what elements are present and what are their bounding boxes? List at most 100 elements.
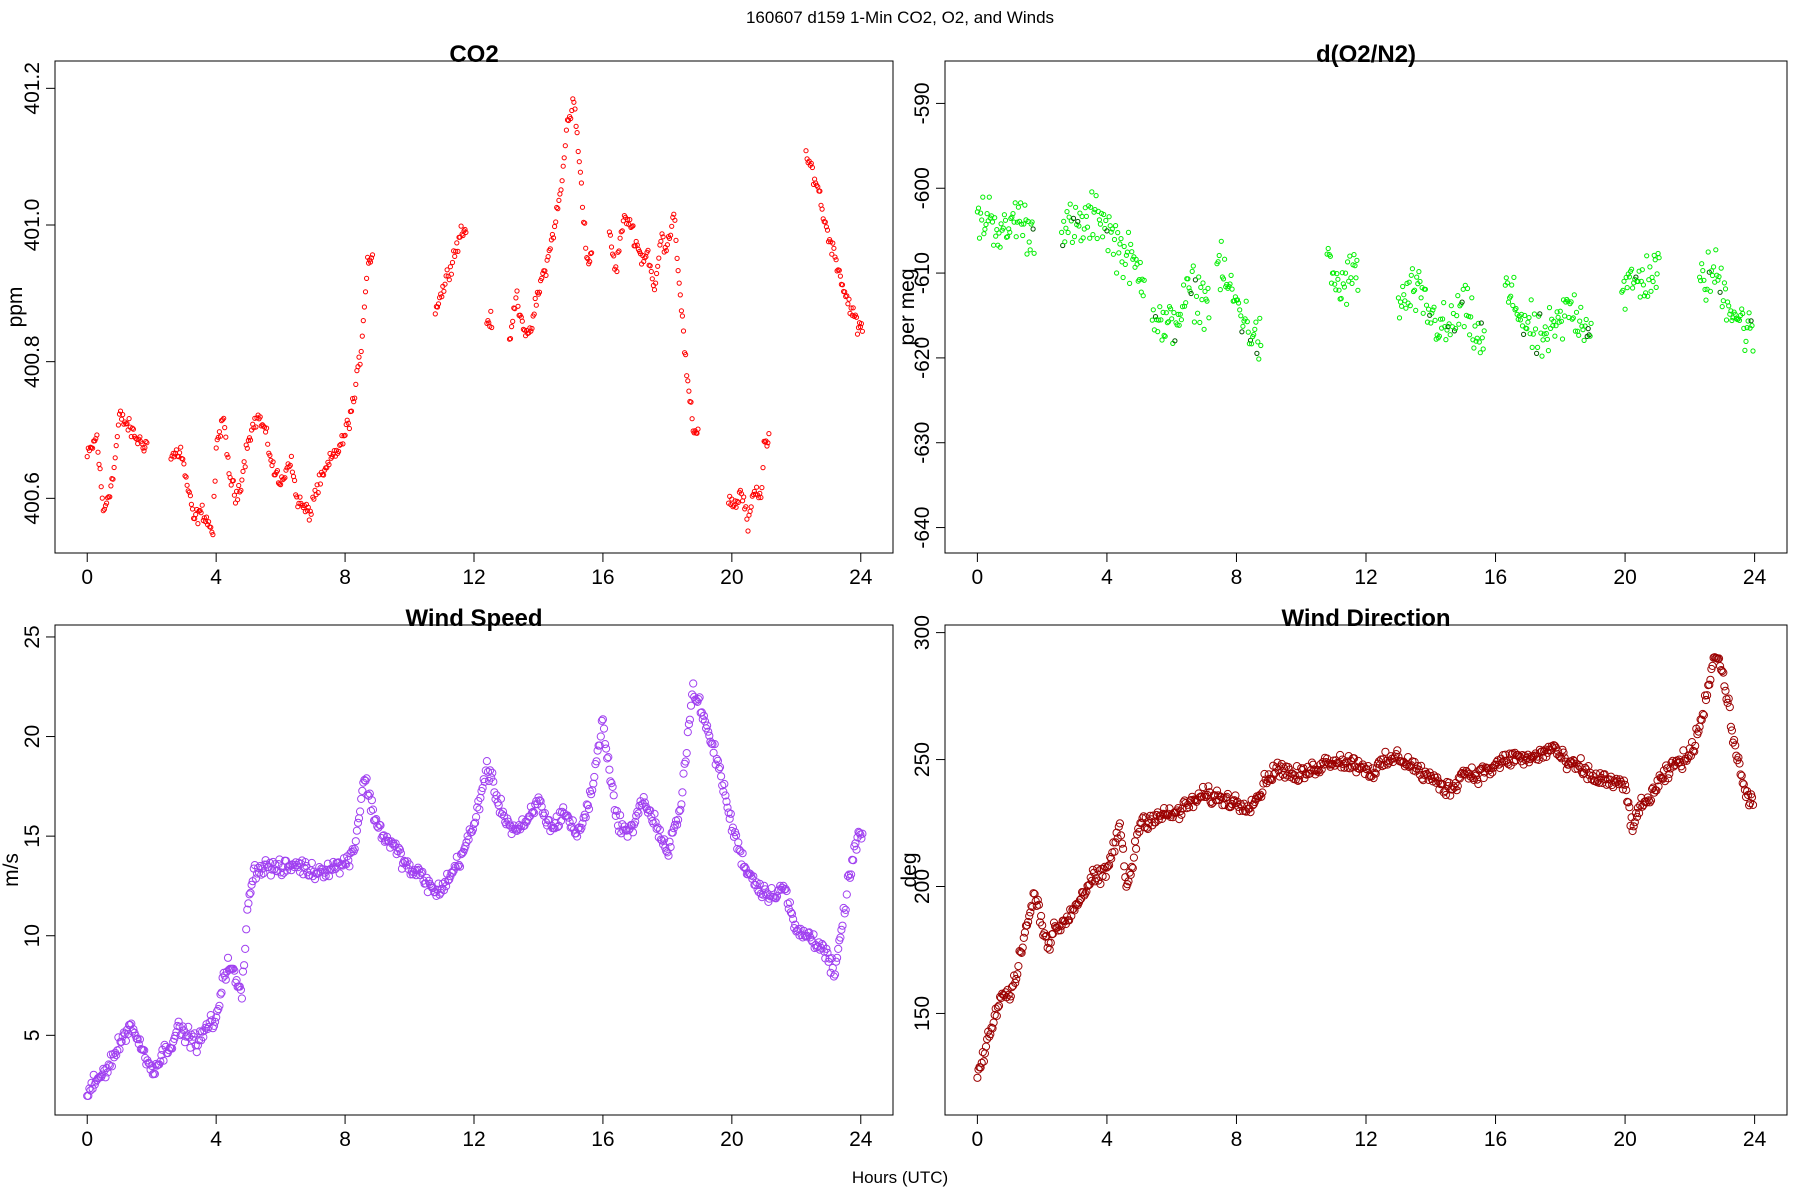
o2n2-point bbox=[1254, 350, 1260, 356]
wdir-point bbox=[1747, 793, 1757, 802]
o2n2-point bbox=[1156, 317, 1162, 323]
o2n2-point bbox=[1197, 319, 1203, 326]
wspd-point bbox=[480, 777, 489, 786]
o2n2-point bbox=[993, 233, 999, 239]
wspd-point bbox=[461, 842, 470, 851]
wdir-point bbox=[1495, 763, 1505, 773]
wspd-point bbox=[351, 837, 360, 846]
co2-point bbox=[361, 304, 367, 310]
wspd-point bbox=[277, 871, 286, 880]
o2n2-point bbox=[1096, 217, 1103, 223]
co2-point bbox=[360, 318, 366, 324]
wdir-point bbox=[1065, 916, 1074, 925]
wdir-point bbox=[1542, 752, 1551, 762]
wdir-point bbox=[1381, 747, 1390, 756]
o2n2-point bbox=[1073, 204, 1079, 210]
co2-point bbox=[837, 273, 844, 279]
o2n2-point bbox=[1446, 321, 1452, 327]
co2-point bbox=[114, 434, 120, 440]
wdir-point bbox=[1033, 895, 1042, 905]
wspd-xtick-label: 24 bbox=[849, 1128, 873, 1151]
co2-point bbox=[98, 484, 104, 490]
co2-point bbox=[678, 308, 685, 314]
o2n2-point bbox=[1510, 302, 1516, 309]
o2n2-ytick-label: -640 bbox=[911, 507, 934, 549]
o2n2-point bbox=[1576, 332, 1582, 338]
wspd-xtick-label: 12 bbox=[462, 1128, 485, 1151]
wspd-point bbox=[634, 809, 643, 818]
o2n2-point bbox=[1508, 293, 1514, 299]
o2n2-point bbox=[1186, 285, 1192, 291]
wdir-point bbox=[1198, 782, 1208, 792]
co2-xtick-label: 24 bbox=[849, 566, 873, 589]
o2n2-point bbox=[1094, 235, 1100, 242]
wind-direction-title: Wind Direction bbox=[1281, 605, 1450, 632]
o2n2-point bbox=[1222, 256, 1228, 262]
o2n2-point bbox=[1570, 315, 1576, 321]
wspd-point bbox=[854, 827, 863, 837]
co2-point bbox=[748, 504, 754, 510]
wdir-point bbox=[1018, 943, 1027, 952]
wspd-point bbox=[655, 825, 665, 834]
o2n2-point bbox=[1217, 287, 1223, 293]
co2-point bbox=[663, 248, 669, 254]
o2n2-point bbox=[1624, 285, 1630, 291]
o2n2-point bbox=[1722, 286, 1729, 292]
o2n2-point bbox=[1721, 280, 1728, 286]
o2n2-point bbox=[1472, 323, 1478, 329]
co2-point bbox=[113, 443, 119, 449]
o2n2-xtick-label: 8 bbox=[1231, 566, 1243, 589]
wdir-xtick-label: 24 bbox=[1743, 1128, 1767, 1151]
wspd-point bbox=[244, 899, 253, 908]
wdir-point bbox=[1295, 775, 1304, 784]
o2n2-point bbox=[1740, 310, 1746, 317]
o2n2-panel: d(O2/N2) per meg 0 4 8 12 16 20 24 -640 -630 -620… bbox=[896, 41, 1788, 589]
o2n2-point bbox=[1569, 316, 1575, 322]
wspd-point bbox=[482, 757, 491, 766]
co2-point bbox=[575, 148, 581, 155]
o2n2-point bbox=[1587, 333, 1593, 339]
co2-point bbox=[561, 155, 567, 161]
o2n2-point bbox=[1029, 219, 1035, 225]
o2n2-point bbox=[982, 226, 988, 232]
co2-point bbox=[577, 169, 584, 175]
o2n2-point bbox=[1649, 274, 1655, 280]
o2n2-point bbox=[1113, 223, 1119, 229]
wdir-point bbox=[1631, 809, 1641, 818]
wspd-point bbox=[684, 720, 694, 729]
wdir-point bbox=[1455, 774, 1465, 783]
wdir-point bbox=[1705, 680, 1714, 689]
wspd-point bbox=[540, 809, 550, 818]
o2n2-point bbox=[1080, 235, 1086, 241]
wspd-point bbox=[375, 820, 384, 829]
o2n2-point bbox=[1204, 298, 1210, 304]
co2-point bbox=[519, 318, 525, 324]
o2n2-point bbox=[976, 235, 983, 241]
co2-point bbox=[765, 440, 771, 446]
wspd-point bbox=[650, 809, 659, 819]
o2n2-point bbox=[1505, 299, 1512, 305]
o2n2-point bbox=[1189, 268, 1195, 274]
co2-point bbox=[617, 235, 623, 241]
o2n2-point bbox=[1700, 268, 1706, 274]
wdir-point bbox=[1022, 921, 1032, 930]
wspd-point bbox=[728, 823, 738, 832]
co2-point bbox=[550, 235, 557, 241]
o2n2-point bbox=[1622, 306, 1628, 312]
co2-point bbox=[571, 99, 577, 105]
wspd-point bbox=[616, 811, 625, 820]
o2n2-points bbox=[974, 189, 1756, 362]
wdir-point bbox=[1038, 921, 1047, 930]
wdir-point bbox=[977, 1058, 986, 1067]
o2n2-point bbox=[1220, 276, 1227, 282]
co2-point bbox=[283, 467, 289, 473]
wspd-point bbox=[818, 939, 827, 949]
wspd-point bbox=[85, 1084, 94, 1093]
wspd-point bbox=[115, 1045, 124, 1054]
o2n2-point bbox=[1481, 328, 1487, 334]
co2-point bbox=[668, 232, 674, 238]
wdir-point bbox=[1171, 808, 1181, 817]
o2n2-point bbox=[1335, 276, 1341, 282]
wspd-point bbox=[529, 807, 538, 816]
wdir-point bbox=[1727, 726, 1737, 735]
